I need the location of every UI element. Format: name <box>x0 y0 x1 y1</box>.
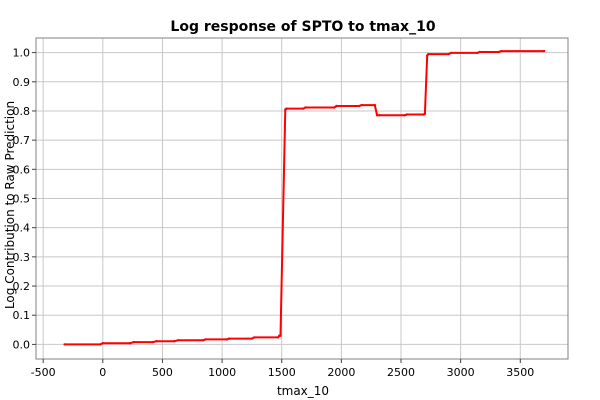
data-point <box>276 336 280 339</box>
x-tick-label: 3500 <box>506 366 534 379</box>
data-point <box>285 107 288 110</box>
data-point <box>250 337 254 340</box>
data-point <box>151 340 155 344</box>
y-axis-ticks: 0.0 0.1 0.2 0.3 0.4 0.5 0.6 0.7 0.8 0.9 1.0 <box>13 47 36 351</box>
data-point <box>304 106 307 109</box>
data-point <box>101 342 105 345</box>
data-point <box>447 52 450 56</box>
x-tick-label: 3000 <box>447 366 475 379</box>
x-tick-label: 1000 <box>208 366 236 379</box>
series-layer <box>63 49 546 346</box>
data-point <box>542 49 546 53</box>
data-point <box>63 343 66 346</box>
data-point <box>497 50 500 54</box>
series-line <box>64 50 545 346</box>
y-tick-label: 0.4 <box>13 222 31 235</box>
x-tick-label: 500 <box>152 366 173 379</box>
x-tick-label: 2500 <box>387 366 415 379</box>
data-point <box>378 114 381 117</box>
y-tick-label: 0.2 <box>13 280 31 293</box>
y-tick-label: 0.1 <box>13 309 31 322</box>
chart-title: Log response of SPTO to tmax_10 <box>170 19 435 35</box>
x-axis-ticks: -500 0 500 1000 1500 2000 2500 3000 3500 <box>31 359 534 379</box>
x-tick-label: 1500 <box>268 366 296 379</box>
data-point <box>423 112 427 116</box>
y-axis-label: Log Contribution to Raw Prediction <box>3 101 17 309</box>
data-point <box>335 104 338 108</box>
data-point <box>373 103 376 107</box>
y-tick-label: 0.9 <box>13 76 31 89</box>
data-point <box>360 103 363 107</box>
x-axis-label: tmax_10 <box>277 384 329 398</box>
data-point <box>333 106 336 109</box>
y-tick-label: 0.5 <box>13 193 31 206</box>
data-point <box>405 113 409 116</box>
y-tick-label: 1.0 <box>13 47 31 60</box>
data-point <box>176 339 180 342</box>
y-tick-label: 0.0 <box>13 338 31 351</box>
data-point <box>478 50 481 54</box>
data-point <box>204 338 207 341</box>
data-point <box>132 340 135 344</box>
data-point <box>279 334 282 337</box>
data-point <box>476 51 479 55</box>
data-point <box>201 339 205 342</box>
data-point <box>302 107 305 110</box>
data-point <box>99 343 102 346</box>
y-tick-label: 0.7 <box>13 134 31 147</box>
data-point <box>228 337 231 340</box>
x-tick-label: 0 <box>99 366 106 379</box>
data-point <box>253 336 256 339</box>
data-point <box>225 338 229 341</box>
data-point <box>129 342 132 345</box>
data-point <box>500 49 503 53</box>
grid <box>36 38 568 359</box>
data-point <box>358 104 361 108</box>
y-tick-label: 0.3 <box>13 251 31 264</box>
data-point <box>403 114 406 117</box>
data-point <box>173 340 176 343</box>
y-tick-label: 0.6 <box>13 163 31 176</box>
data-point <box>155 340 158 343</box>
data-point <box>449 51 453 55</box>
y-tick-label: 0.8 <box>13 105 31 118</box>
x-tick-label: 2000 <box>327 366 355 379</box>
x-tick-label: -500 <box>31 366 56 379</box>
data-point <box>427 52 430 56</box>
data-point <box>375 114 379 117</box>
